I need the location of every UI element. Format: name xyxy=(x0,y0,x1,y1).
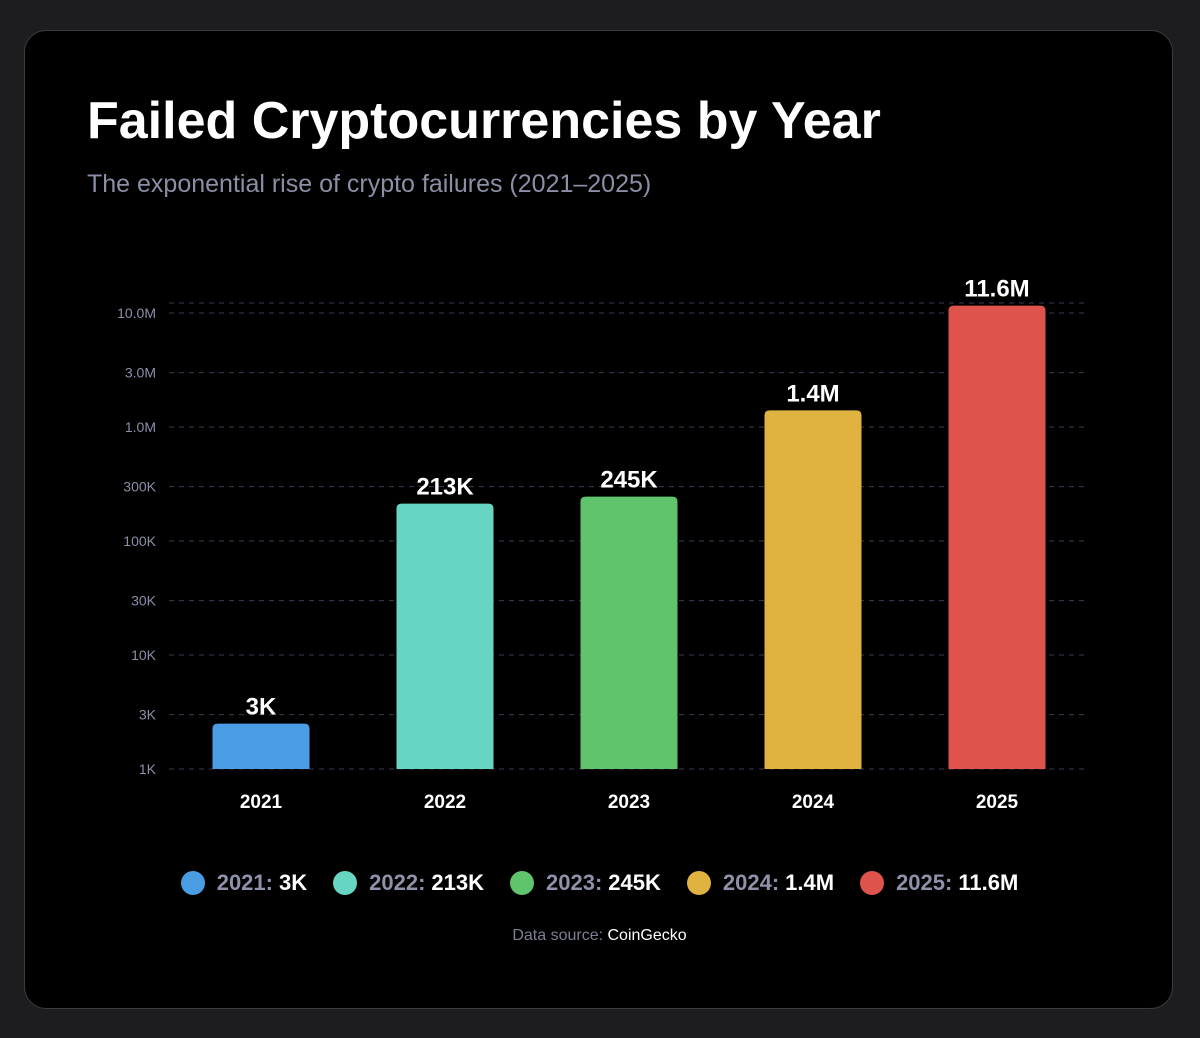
chart-card: Failed Cryptocurrencies by Year The expo… xyxy=(24,30,1173,1009)
y-axis-ticks: 1K 3K 10K 30K 100K 300K 1.0M 3.0M 10.0M xyxy=(117,305,157,777)
legend-value: 1.4M xyxy=(785,870,835,895)
data-label-2025: 11.6M xyxy=(964,276,1029,303)
x-tick-label-2021: 2021 xyxy=(240,792,283,813)
chart-subtitle: The exponential rise of crypto failures … xyxy=(87,170,652,198)
bar-2025 xyxy=(948,305,1046,769)
y-tick-label: 100K xyxy=(123,533,156,549)
legend-separator: : xyxy=(771,870,780,895)
y-tick-label: 1.0M xyxy=(125,419,156,435)
x-axis-ticks: 2021 2022 2023 2024 2025 xyxy=(240,792,1019,813)
legend-item: 2021:3K xyxy=(180,870,308,896)
data-labels: 3K 213K 245K 1.4M 11.6M xyxy=(246,276,1030,721)
legend-item: 2024:1.4M xyxy=(686,870,835,896)
y-tick-label: 1K xyxy=(139,761,157,777)
legend-item: 2025:11.6M xyxy=(860,870,1018,896)
bar-chart: 1K 3K 10K 30K 100K 300K 1.0M 3.0M 10.0M 3K 213K 24… xyxy=(117,276,1089,813)
data-label-2021: 3K xyxy=(246,694,277,721)
legend-separator: : xyxy=(265,870,273,895)
y-tick-label: 10.0M xyxy=(117,305,156,321)
bar-2022 xyxy=(396,503,494,769)
legend-value: 245K xyxy=(608,870,661,895)
legend-dot-icon xyxy=(509,871,534,895)
x-tick-label-2023: 2023 xyxy=(608,792,650,813)
y-tick-label: 10K xyxy=(131,647,157,663)
x-tick-label-2025: 2025 xyxy=(976,792,1019,813)
legend-year: 2025 xyxy=(896,870,946,895)
x-tick-label-2022: 2022 xyxy=(424,792,466,813)
legend-item: 2023:245K xyxy=(509,870,661,896)
y-tick-label: 3.0M xyxy=(125,365,156,381)
data-label-2022: 213K xyxy=(416,474,474,501)
chart-title: Failed Cryptocurrencies by Year xyxy=(87,92,881,150)
y-tick-label: 3K xyxy=(139,707,157,723)
data-label-2023: 245K xyxy=(600,467,658,494)
legend-year: 2024 xyxy=(722,870,772,895)
y-tick-label: 300K xyxy=(123,479,156,495)
legend-value: 213K xyxy=(431,870,484,895)
legend-dot-icon xyxy=(333,871,358,895)
legend-separator: : xyxy=(594,870,603,895)
x-tick-label-2024: 2024 xyxy=(792,792,835,813)
legend-year: 2021 xyxy=(216,870,266,895)
legend-value: 11.6M xyxy=(958,870,1019,895)
legend-dot-icon xyxy=(180,871,205,895)
legend-separator: : xyxy=(418,870,426,895)
bars xyxy=(212,305,1046,769)
legend-dot-icon xyxy=(860,871,885,895)
y-tick-label: 30K xyxy=(131,593,157,609)
legend-separator: : xyxy=(945,870,953,895)
legend-year: 2023 xyxy=(545,870,595,895)
data-source-name: CoinGecko xyxy=(607,927,687,944)
legend-year: 2022 xyxy=(369,870,419,895)
data-source: Data source: CoinGecko xyxy=(25,926,1172,946)
legend-dot-icon xyxy=(686,871,711,895)
legend: 2021:3K 2022:213K 2023:245K 2024:1.4M 2025:1… xyxy=(25,867,1172,899)
data-label-2024: 1.4M xyxy=(786,380,839,407)
legend-value: 3K xyxy=(278,870,308,895)
legend-item: 2022:213K xyxy=(333,870,484,896)
bar-2024 xyxy=(764,410,862,769)
bar-2021 xyxy=(212,723,310,769)
bar-2023 xyxy=(580,496,678,769)
data-source-prefix: Data source: xyxy=(512,927,604,944)
